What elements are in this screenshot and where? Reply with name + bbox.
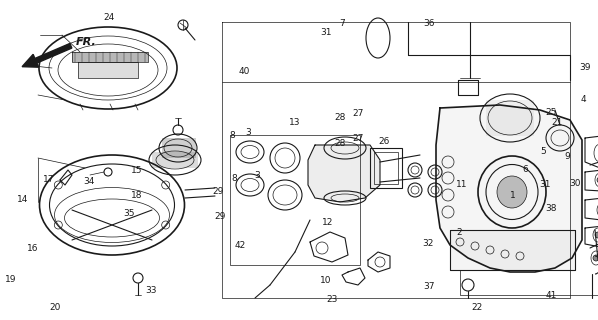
Polygon shape [72,52,148,62]
Text: 33: 33 [145,286,157,295]
Text: 5: 5 [540,147,546,156]
Ellipse shape [597,177,598,183]
Text: 12: 12 [322,218,334,227]
Text: 15: 15 [130,166,142,175]
Text: 14: 14 [17,195,29,204]
Text: 21: 21 [551,118,563,127]
Text: 31: 31 [539,180,551,189]
Text: 39: 39 [579,63,591,72]
Text: 10: 10 [320,276,332,285]
Polygon shape [486,100,534,136]
Text: 8: 8 [229,131,235,140]
Text: 26: 26 [378,137,390,146]
Text: 6: 6 [522,165,528,174]
Polygon shape [78,62,138,78]
Polygon shape [152,152,198,168]
Text: 36: 36 [423,19,435,28]
Text: 18: 18 [130,191,142,200]
Text: 25: 25 [545,108,557,117]
Text: 23: 23 [326,295,338,304]
Text: FR.: FR. [76,37,97,47]
Polygon shape [436,105,582,272]
Bar [370,148,402,188]
Text: 20: 20 [49,303,61,312]
Text: 19: 19 [5,275,17,284]
Text: 22: 22 [472,303,483,312]
Text: 28: 28 [334,113,346,122]
Text: 13: 13 [288,118,300,127]
Text: 32: 32 [422,239,434,248]
Text: 4: 4 [580,95,586,104]
Text: 27: 27 [352,134,364,143]
Text: 40: 40 [238,67,250,76]
Polygon shape [162,138,196,158]
Text: 37: 37 [423,282,435,291]
Text: 7: 7 [339,19,345,28]
Text: 2: 2 [456,228,462,237]
Text: 38: 38 [545,204,557,213]
Text: 31: 31 [320,28,332,37]
Text: 34: 34 [83,177,94,186]
Text: 35: 35 [123,209,135,218]
Text: 3: 3 [254,171,260,180]
Text: 11: 11 [456,180,468,189]
Text: 16: 16 [27,244,39,253]
Text: 27: 27 [352,109,364,118]
Text: 9: 9 [564,152,570,161]
Text: 42: 42 [235,241,246,250]
Bar [230,135,360,265]
Text: 3: 3 [245,128,251,137]
Polygon shape [308,145,380,202]
Text: 28: 28 [334,139,346,148]
Ellipse shape [497,176,527,208]
Text: 41: 41 [545,291,557,300]
Text: 24: 24 [103,13,114,22]
Text: 30: 30 [569,179,581,188]
Text: 8: 8 [231,174,237,183]
Polygon shape [450,230,575,270]
Text: 17: 17 [43,175,55,184]
Ellipse shape [593,255,598,261]
Text: 29: 29 [212,187,224,196]
Text: 1: 1 [510,191,516,200]
Ellipse shape [595,232,598,238]
FancyArrow shape [22,44,72,67]
Bar [374,152,398,184]
Text: 29: 29 [214,212,226,221]
